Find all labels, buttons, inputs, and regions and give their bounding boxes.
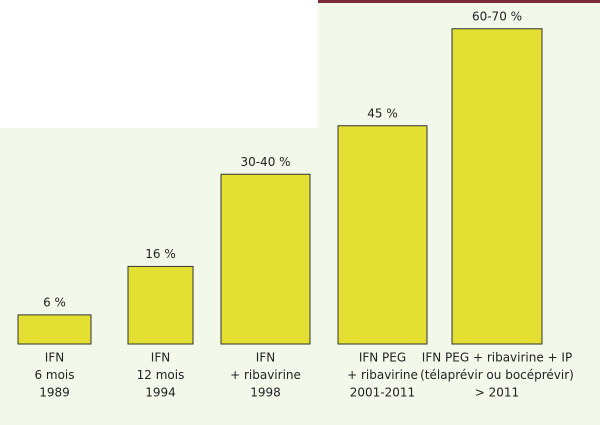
bar <box>337 125 428 345</box>
x-tick-label: IFN PEG + ribavirine + IP <box>422 351 572 365</box>
x-tick-label: IFN PEG <box>359 351 406 365</box>
x-tick-label: 6 mois <box>34 368 74 382</box>
x-tick-label: IFN <box>256 351 275 365</box>
x-tick-label: IFN <box>151 351 170 365</box>
x-tick-label: > 2011 <box>475 386 519 400</box>
value-label: 30-40 % <box>240 155 290 169</box>
bar <box>220 173 311 345</box>
x-tick-label: + ribavirine <box>347 368 418 382</box>
x-tick-label: (télaprévir ou bocéprévir) <box>420 368 574 382</box>
x-tick-label: 1989 <box>39 386 70 400</box>
bar <box>17 314 92 345</box>
x-tick-label: + ribavirine <box>230 368 301 382</box>
bar <box>451 28 543 345</box>
top-rule <box>318 0 600 3</box>
value-label: 45 % <box>367 106 398 120</box>
bar <box>127 265 194 345</box>
x-tick-label: 12 mois <box>137 368 185 382</box>
value-label: 16 % <box>145 247 176 261</box>
value-label: 6 % <box>43 295 66 309</box>
x-tick-label: 1998 <box>250 386 281 400</box>
x-tick-label: IFN <box>45 351 64 365</box>
blank-area <box>0 0 318 128</box>
value-label: 60-70 % <box>472 9 522 23</box>
x-tick-label: 2001-2011 <box>350 386 415 400</box>
x-tick-label: 1994 <box>145 386 176 400</box>
